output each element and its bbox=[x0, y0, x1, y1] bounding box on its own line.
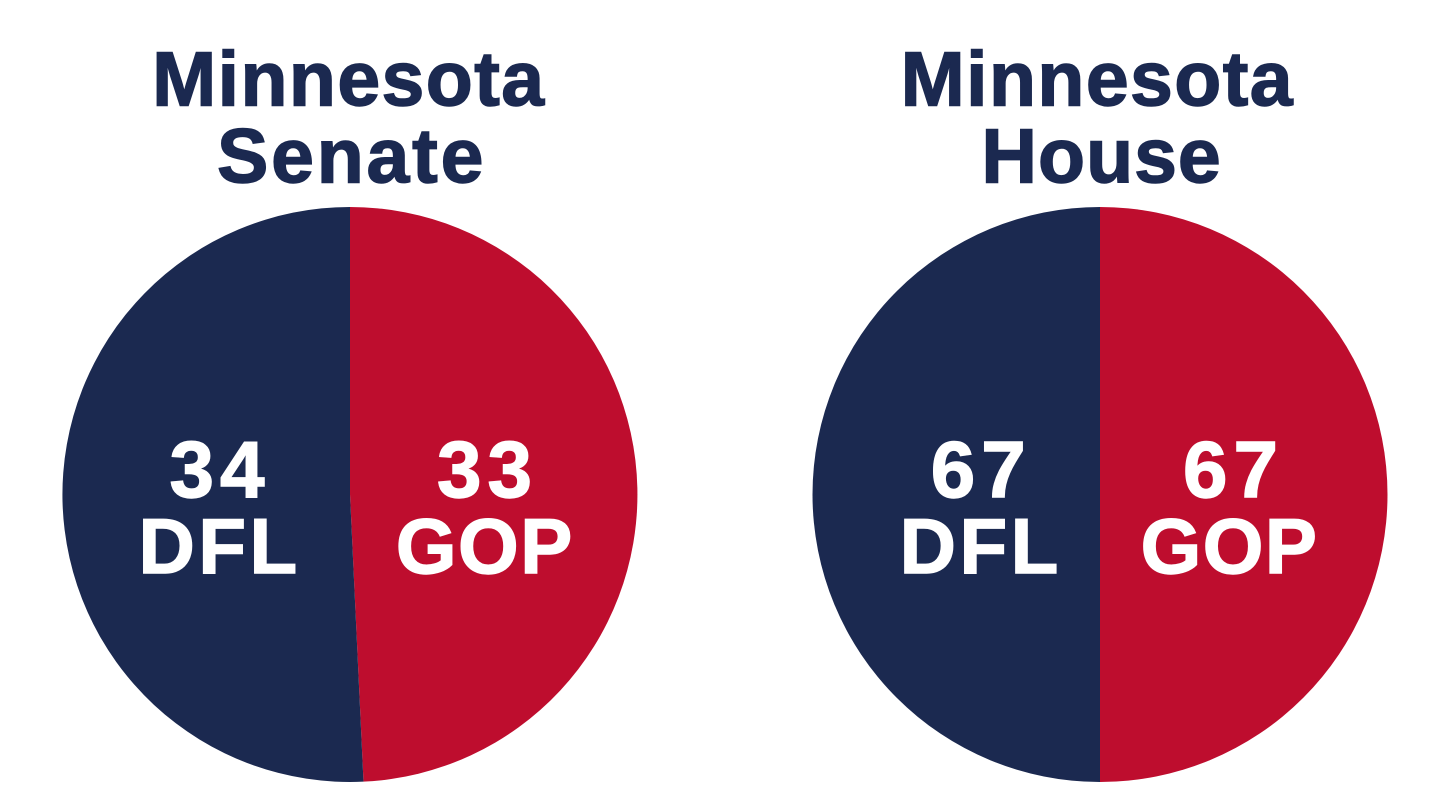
svg-text:67: 67 bbox=[931, 425, 1032, 514]
svg-text:Minnesota: Minnesota bbox=[901, 37, 1294, 123]
svg-text:House: House bbox=[981, 114, 1221, 200]
svg-text:Senate: Senate bbox=[217, 114, 486, 200]
svg-text:67: 67 bbox=[1183, 425, 1284, 514]
svg-text:DFL: DFL bbox=[900, 502, 1062, 590]
svg-text:GOP: GOP bbox=[396, 502, 574, 590]
svg-text:34: 34 bbox=[170, 425, 271, 514]
svg-text:DFL: DFL bbox=[139, 502, 301, 590]
svg-text:33: 33 bbox=[437, 425, 538, 514]
svg-text:GOP: GOP bbox=[1141, 502, 1319, 590]
svg-text:Minnesota: Minnesota bbox=[152, 37, 545, 123]
